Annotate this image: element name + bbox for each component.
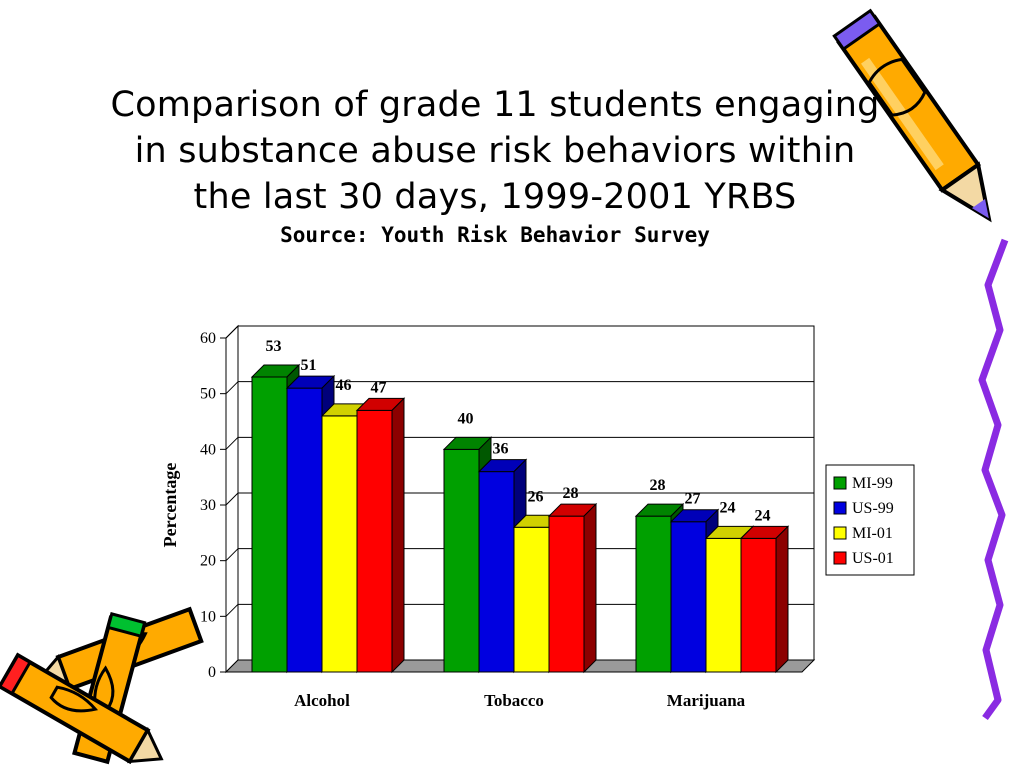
title-line-2: in substance abuse risk behaviors within [134,131,856,171]
y-tick-label: 20 [200,553,216,570]
bar-value-label: 27 [685,491,701,508]
bar-value-label: 53 [266,338,282,355]
bar-value-label: 46 [336,377,352,394]
bar-value-label: 28 [650,477,666,494]
y-axis-title: Percentage [160,463,180,548]
bar [740,537,777,673]
gridline-side [225,548,239,562]
y-tick-label: 50 [200,386,216,403]
bar [670,521,707,673]
legend-swatch [833,551,847,565]
x-category-label: Alcohol [294,691,350,710]
legend-label: MI-99 [852,475,893,492]
bar [356,409,393,673]
legend-label: MI-01 [852,525,893,542]
bar-value-label: 40 [458,410,474,427]
bar [705,537,742,673]
bar-value-label: 24 [720,499,736,516]
x-category-label: Tobacco [484,691,544,710]
bar [251,376,288,673]
title-line-1: Comparison of grade 11 students engaging [110,85,880,125]
chart-subtitle: Source: Youth Risk Behavior Survey [280,223,710,247]
gridline-side [225,603,239,617]
gridline-side [225,381,239,395]
bar-side [583,502,597,674]
bar-value-label: 24 [755,507,771,524]
y-tick-label: 40 [200,441,216,458]
gridline-side [225,325,239,339]
bar-value-label: 28 [563,485,579,502]
bar-side [391,397,405,674]
y-tick-label: 0 [208,664,216,681]
chart-title: Comparison of grade 11 students engaging… [80,82,910,248]
bar-value-label: 36 [493,441,509,458]
bar [321,415,358,673]
gridline-side [225,436,239,450]
legend-swatch [833,526,847,540]
bar [478,471,515,673]
title-line-3: the last 30 days, 1999-2001 YRBS [193,177,797,217]
bar-value-label: 51 [301,357,317,374]
y-tick-label: 30 [200,497,216,514]
legend-label: US-01 [852,550,894,567]
bar-value-label: 47 [371,379,387,396]
bar [635,515,672,673]
x-category-label: Marijuana [667,691,746,710]
legend-swatch [833,501,847,515]
bar-value-label: 26 [528,488,544,505]
bar [513,526,550,673]
y-tick-label: 10 [200,608,216,625]
legend-label: US-99 [852,500,894,517]
bar-side [775,525,789,674]
gridline-side [225,492,239,506]
legend-swatch [833,476,847,490]
y-tick-label: 60 [200,330,216,347]
bar [443,448,480,673]
